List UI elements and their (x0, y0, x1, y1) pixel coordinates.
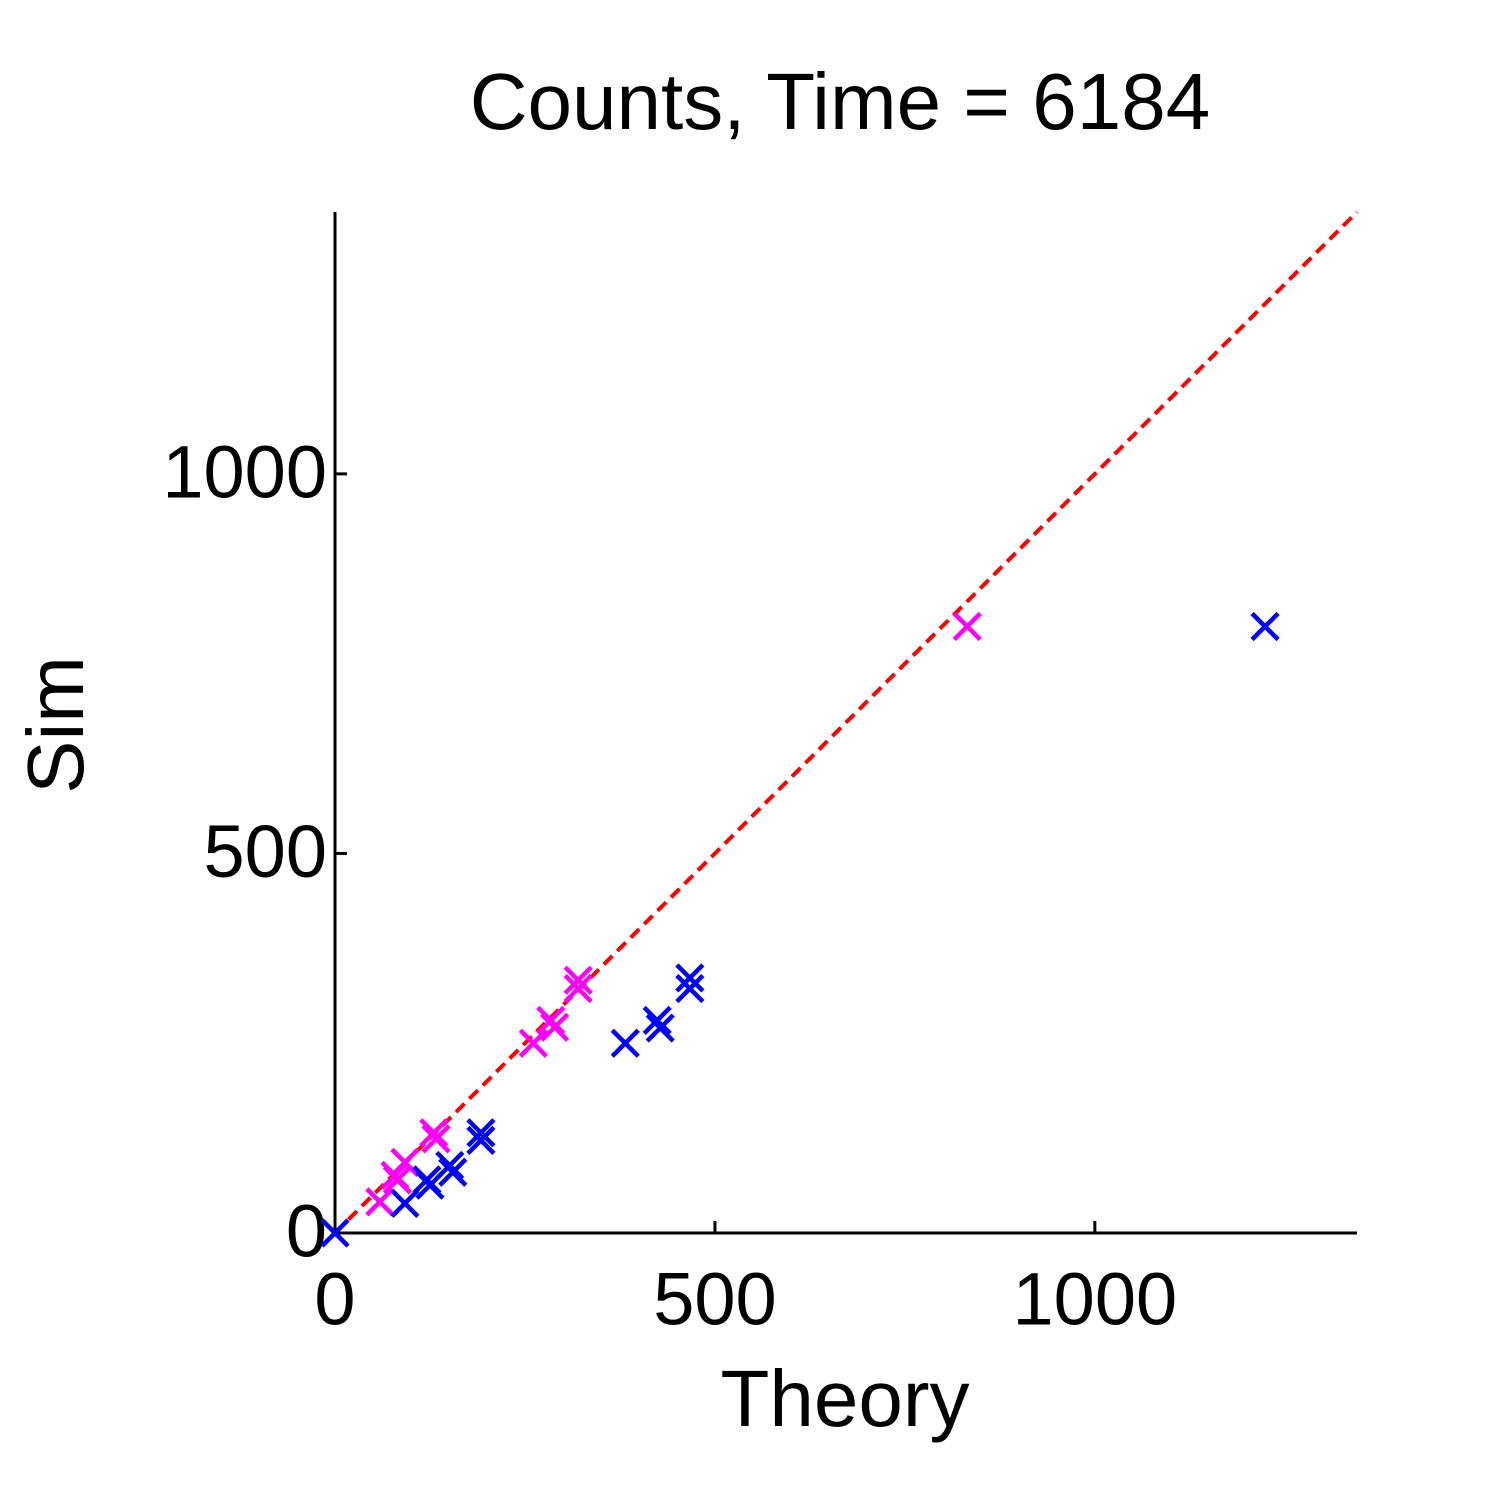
y-tick-label: 500 (204, 810, 327, 893)
point (365, 1187, 395, 1217)
point (421, 1124, 451, 1154)
x-tick-label: 1000 (1013, 1258, 1178, 1341)
point (610, 1028, 640, 1058)
identity-line (333, 210, 1359, 1235)
point (675, 963, 705, 993)
point (419, 1118, 449, 1148)
point (382, 1165, 412, 1195)
chart-title: Counts, Time = 6184 (470, 57, 1210, 146)
point (540, 1012, 570, 1042)
y-tick-label: 0 (286, 1190, 327, 1273)
point (320, 1218, 350, 1248)
point (466, 1118, 496, 1148)
point (390, 1188, 420, 1218)
x-tick-label: 500 (653, 1258, 776, 1341)
point (438, 1157, 468, 1187)
point (952, 611, 982, 642)
x-axis-label: Theory (721, 1354, 970, 1443)
point (563, 965, 593, 995)
y-axis-label: Sim (11, 656, 100, 794)
x-tick-label: 0 (314, 1258, 355, 1341)
point (642, 1005, 672, 1036)
point (1250, 611, 1280, 642)
y-tick-label: 1000 (162, 430, 327, 513)
point (415, 1170, 445, 1200)
point (518, 1028, 548, 1058)
point (645, 1013, 675, 1043)
point (466, 1125, 496, 1155)
point (675, 973, 705, 1004)
point (563, 973, 593, 1004)
